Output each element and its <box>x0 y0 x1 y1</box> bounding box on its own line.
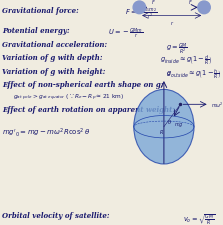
Text: Variation of g with depth:: Variation of g with depth: <box>2 54 105 62</box>
Text: Gravitational acceleration:: Gravitational acceleration: <box>2 40 110 48</box>
Text: $F$: $F$ <box>188 0 193 6</box>
Text: $v_o = \sqrt{\frac{GM}{R}}$: $v_o = \sqrt{\frac{GM}{R}}$ <box>183 212 216 225</box>
Text: $mg$: $mg$ <box>174 121 184 128</box>
Text: $m_1$: $m_1$ <box>135 9 143 16</box>
Text: $r$: $r$ <box>169 19 174 27</box>
Text: $mg'_0 = mg - m\omega^2 R\cos^2\theta$: $mg'_0 = mg - m\omega^2 R\cos^2\theta$ <box>2 126 91 138</box>
Text: Effect of earth rotation on apparent weight:: Effect of earth rotation on apparent wei… <box>2 106 175 114</box>
Text: $U = -\frac{GMm}{r}$: $U = -\frac{GMm}{r}$ <box>108 27 143 41</box>
Circle shape <box>133 2 146 15</box>
Text: Variation of g with height:: Variation of g with height: <box>2 68 108 75</box>
Text: $g_{outside} \approx g\!\left(1 - \frac{h}{R}\right)$: $g_{outside} \approx g\!\left(1 - \frac{… <box>166 68 222 81</box>
Text: $g_{at\ pole} > g_{at\ equator}\ (\because R_e - R_p \approx 21\ \mathrm{km})$: $g_{at\ pole} > g_{at\ equator}\ (\becau… <box>13 92 125 102</box>
Text: $F = G\frac{m_1 m_2}{r^2}$: $F = G\frac{m_1 m_2}{r^2}$ <box>125 7 158 21</box>
Text: Potential energy:: Potential energy: <box>2 27 72 35</box>
Text: Effect of non-spherical earth shape on g:: Effect of non-spherical earth shape on g… <box>2 81 164 89</box>
Text: $g = \frac{GM}{R^2}$: $g = \frac{GM}{R^2}$ <box>166 40 188 55</box>
Text: Gravitational force:: Gravitational force: <box>2 7 81 15</box>
Text: $R$: $R$ <box>159 128 164 136</box>
Text: $m\omega^2 R\cos\theta$: $m\omega^2 R\cos\theta$ <box>211 100 223 110</box>
Text: Orbital velocity of satellite:: Orbital velocity of satellite: <box>2 212 112 219</box>
Text: $\theta$: $\theta$ <box>167 117 172 126</box>
Ellipse shape <box>134 90 194 164</box>
Text: $g_{inside} \approx g\!\left(1 - \frac{d}{R}\right)$: $g_{inside} \approx g\!\left(1 - \frac{d… <box>160 54 213 68</box>
Text: $g$: $g$ <box>166 70 171 78</box>
Text: $F$: $F$ <box>151 0 156 6</box>
Circle shape <box>198 2 210 15</box>
Text: $m_2$: $m_2$ <box>200 9 208 16</box>
